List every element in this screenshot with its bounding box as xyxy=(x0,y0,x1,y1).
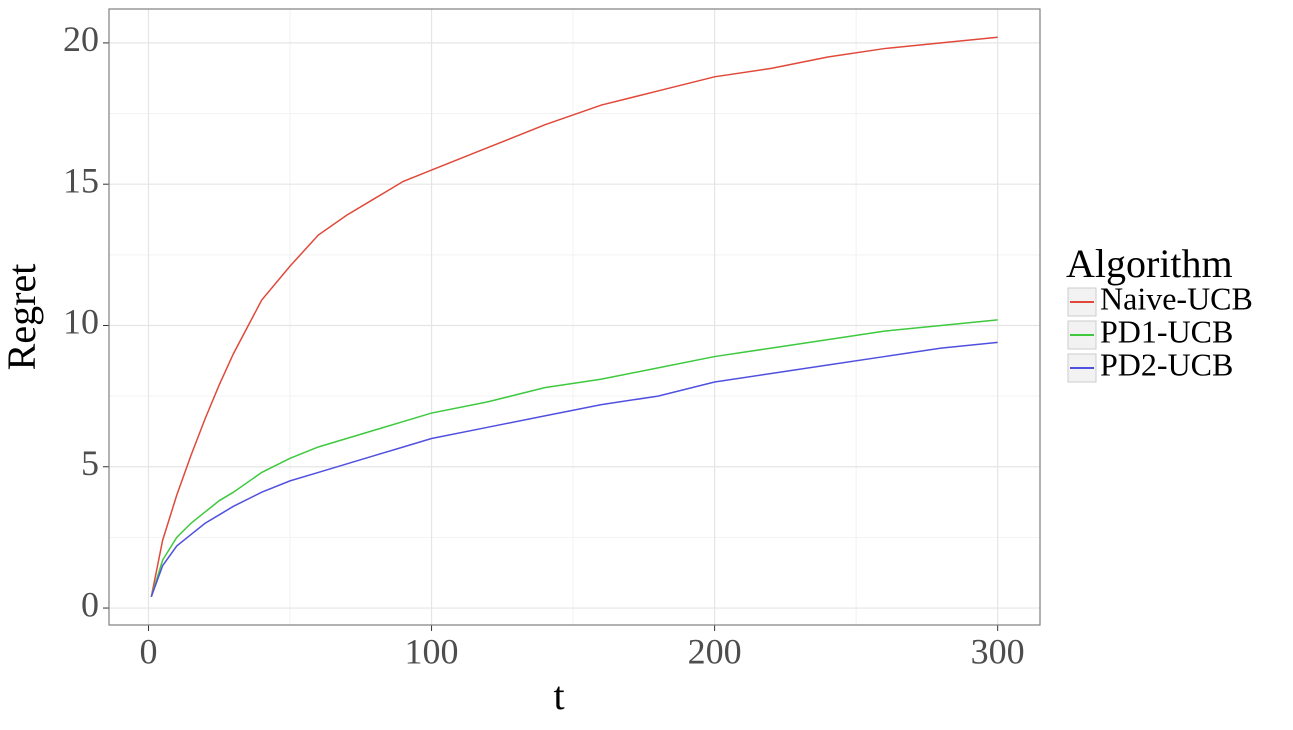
series-line xyxy=(150,36,998,597)
x-tick-label: 200 xyxy=(688,631,742,671)
legend-label: PD2-UCB xyxy=(1100,346,1233,382)
legend-title: Algorithm xyxy=(1066,241,1233,286)
plot-background xyxy=(109,9,1040,625)
legend-label: Naive-UCB xyxy=(1100,280,1253,316)
y-tick-label: 15 xyxy=(63,160,99,200)
y-tick-label: 10 xyxy=(63,302,99,342)
plot-border xyxy=(108,8,1041,626)
legend-label: PD1-UCB xyxy=(1100,313,1233,349)
y-tick-label: 0 xyxy=(81,584,99,624)
y-tick-label: 20 xyxy=(63,19,99,59)
x-tick-label: 0 xyxy=(139,631,157,671)
y-tick-label: 5 xyxy=(81,443,99,483)
x-tick-label: 300 xyxy=(971,631,1025,671)
y-axis-title: Regret xyxy=(0,264,44,371)
series-line xyxy=(150,341,998,597)
series-line xyxy=(150,319,998,597)
x-axis-title: t xyxy=(553,673,564,718)
x-tick-label: 100 xyxy=(405,631,459,671)
